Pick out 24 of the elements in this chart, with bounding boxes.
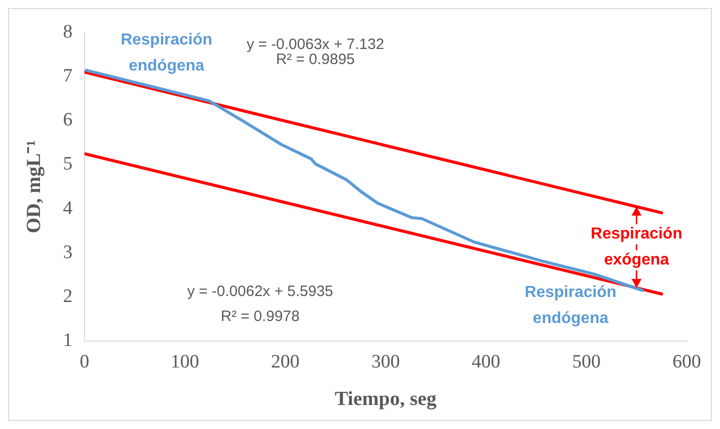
y-tick-label: 2 xyxy=(63,286,72,308)
y-tick-label: 7 xyxy=(63,66,72,86)
x-tick-label: 300 xyxy=(371,352,400,373)
y-tick-label: 4 xyxy=(63,198,73,219)
series-label: Respiración endógena xyxy=(524,284,616,327)
x-tick-label: 500 xyxy=(572,352,601,373)
y-tick-label: 1 xyxy=(63,330,72,352)
x-tick-label: 200 xyxy=(271,352,300,373)
annotation: y = -0.0063x + 7.132 xyxy=(246,36,384,53)
text: Respiración endógena xyxy=(120,32,212,75)
annotation: R² = 0.9978 xyxy=(220,308,300,326)
annotation: Respiración exógena xyxy=(590,226,682,269)
annotation: R² = 0.9895 xyxy=(276,50,355,68)
y-tick-label: 8 xyxy=(63,21,72,42)
y-tick-label: 5 xyxy=(63,154,72,175)
x-tick-label: 0 xyxy=(80,352,90,373)
y-axis-title: OD, mgL⁻¹ xyxy=(23,140,46,234)
x-tick-label: 100 xyxy=(170,352,200,373)
x-axis-title: Tiempo, seg xyxy=(334,388,437,410)
x-tick-label: 600 xyxy=(672,352,701,373)
y-tick-label: 3 xyxy=(63,242,72,263)
annotation: y = -0.0062x + 5.5935 xyxy=(187,282,334,300)
y-tick-label: 6 xyxy=(63,110,72,131)
x-tick-label: 400 xyxy=(472,352,500,373)
